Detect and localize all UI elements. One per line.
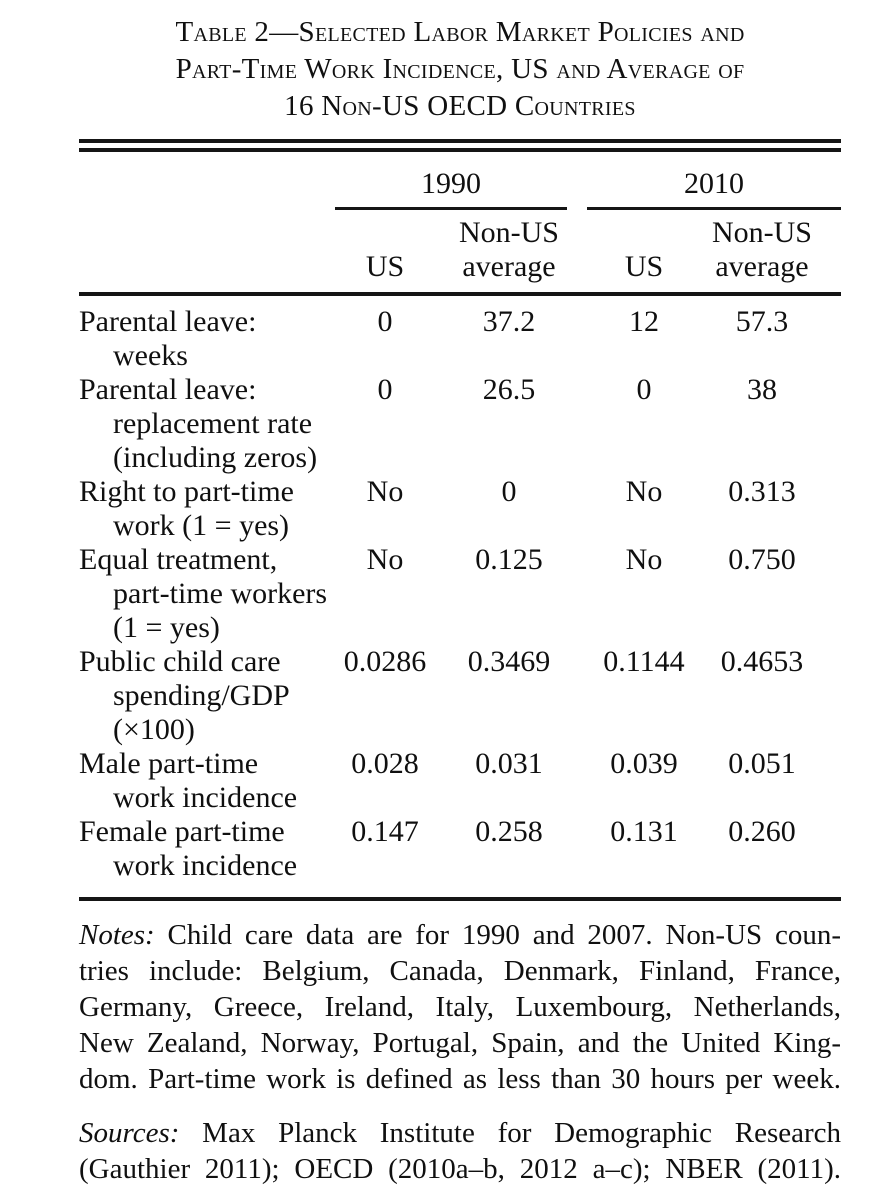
year-group-1990: 1990: [331, 152, 579, 210]
table-row: Male part-time work incidence 0.028 0.03…: [79, 747, 841, 815]
labor-policy-table: 1990 2010 US Non-US average US Non-US av…: [79, 152, 841, 897]
table-row: Public child care spending/GDP (×100) 0.…: [79, 645, 841, 747]
row-label: Male part-time work incidence: [79, 747, 298, 814]
column-header-nonus-average-2010: Non-US average: [709, 210, 841, 296]
value-cell: 57.3: [735, 305, 789, 338]
year-group-2010-label: 2010: [587, 166, 841, 210]
sources-paragraph: Sources: Max Planck Institute for Demogr…: [79, 1115, 841, 1187]
value-cell: 0.028: [351, 747, 419, 780]
value-cell: 0.125: [475, 543, 543, 576]
table-row: Female part-time work incidence 0.147 0.…: [79, 815, 841, 897]
table-row: Parental leave: replacement rate (includ…: [79, 373, 841, 475]
value-cell: 0.313: [728, 475, 796, 508]
sources-text: Max Planck Institute for Demographic Res…: [79, 1117, 842, 1185]
table-row: Right to part-time work (1 = yes) No 0 N…: [79, 475, 841, 543]
value-cell: No: [366, 543, 404, 576]
value-cell: 26.5: [482, 373, 536, 406]
value-cell: 0.147: [351, 815, 419, 848]
value-cell: No: [625, 543, 663, 576]
value-cell: 37.2: [482, 305, 536, 338]
value-cell: 0.260: [728, 815, 796, 848]
table-row: Equal treatment, part-time workers (1 = …: [79, 543, 841, 645]
notes-prefix: Notes:: [79, 919, 155, 951]
row-label: Equal treatment, part-time workers (1 = …: [79, 543, 328, 644]
column-header-us-1990: US: [331, 210, 439, 296]
row-label: Female part-time work incidence: [79, 815, 298, 882]
value-cell: 0: [377, 373, 393, 406]
value-cell: 0.031: [475, 747, 543, 780]
notes-paragraph: Notes: Child care data are for 1990 and …: [79, 917, 841, 1097]
row-label: Parental leave: replacement rate (includ…: [79, 373, 318, 474]
value-cell: 0.039: [610, 747, 678, 780]
value-cell: 0.4653: [720, 645, 804, 678]
value-cell: 0.131: [610, 815, 678, 848]
top-double-rule: [79, 139, 841, 152]
column-header-row: US Non-US average US Non-US average: [79, 210, 841, 296]
spacer-cell: [79, 210, 331, 296]
value-cell: 12: [629, 305, 659, 338]
row-label: Public child care spending/GDP (×100): [79, 645, 290, 746]
column-header-us-2010: US: [579, 210, 709, 296]
value-cell: 0: [636, 373, 652, 406]
value-cell: 0.051: [728, 747, 796, 780]
year-group-1990-label: 1990: [335, 166, 567, 210]
column-header-nonus-average-1990: Non-US average: [439, 210, 579, 296]
value-cell: No: [625, 475, 663, 508]
bottom-rule: [79, 897, 841, 901]
value-cell: 38: [747, 373, 777, 406]
year-group-2010: 2010: [579, 152, 841, 210]
value-cell: 0.1144: [603, 645, 685, 678]
value-cell: 0.0286: [343, 645, 427, 678]
value-cell: 0.750: [728, 543, 796, 576]
value-cell: 0: [501, 475, 517, 508]
row-label: Parental leave: weeks: [79, 305, 257, 372]
value-cell: 0.3469: [467, 645, 551, 678]
table-title: Table 2—Selected Labor Market Policies a…: [175, 16, 745, 122]
spacer-cell: [79, 152, 331, 210]
notes-text: Child care data are for 1990 and 2007. N…: [79, 919, 841, 1095]
row-label: Right to part-time work (1 = yes): [79, 475, 294, 542]
value-cell: 0.258: [475, 815, 543, 848]
year-spanner-row: 1990 2010: [79, 152, 841, 210]
sources-prefix: Sources:: [79, 1117, 180, 1149]
value-cell: 0: [377, 305, 393, 338]
value-cell: No: [366, 475, 404, 508]
table-row: Parental leave: weeks 0 37.2 12 57.3: [79, 294, 841, 373]
